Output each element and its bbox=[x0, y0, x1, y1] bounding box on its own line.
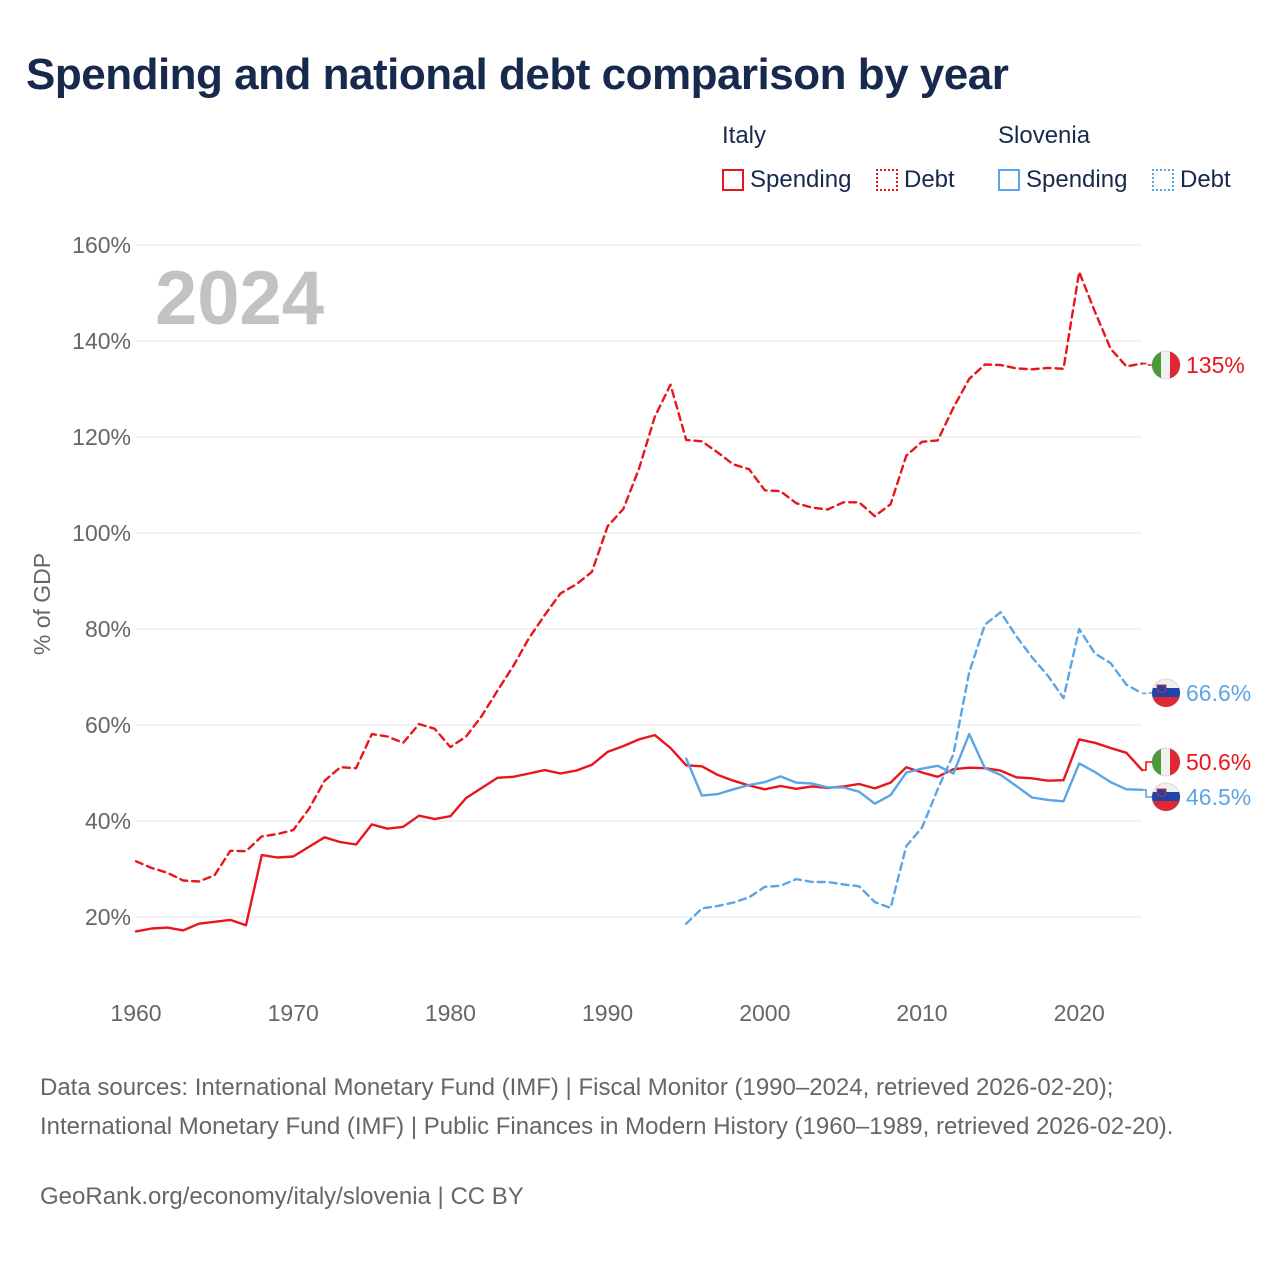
slovenia-flag-icon bbox=[1152, 679, 1180, 707]
legend-slovenia-debt[interactable]: Debt bbox=[1152, 166, 1231, 194]
dotted-swatch-icon bbox=[1152, 169, 1174, 191]
solid-swatch-icon bbox=[722, 169, 744, 191]
coat-of-arms bbox=[1156, 684, 1167, 693]
dotted-swatch-icon bbox=[876, 169, 898, 191]
year-watermark: 2024 bbox=[155, 256, 324, 341]
legend-slovenia-spending-label: Spending bbox=[1026, 166, 1128, 193]
flag-stripe bbox=[1152, 783, 1180, 793]
y-tick-label: 120% bbox=[72, 424, 131, 450]
legend-italy-spending-label: Spending bbox=[750, 166, 852, 193]
legend-slovenia-spending[interactable]: Spending bbox=[998, 166, 1127, 194]
legend-italy-debt[interactable]: Debt bbox=[876, 166, 955, 194]
y-tick-label: 20% bbox=[85, 904, 131, 930]
flag-stripe bbox=[1152, 679, 1180, 689]
slovenia-spending-end-label: 46.5% bbox=[1186, 784, 1251, 810]
legend-slovenia-heading: Slovenia bbox=[998, 122, 1091, 149]
credit-link[interactable]: GeoRank.org/economy/italy/slovenia | CC … bbox=[40, 1183, 524, 1210]
data-sources: Data sources: International Monetary Fun… bbox=[40, 1074, 1174, 1140]
legend-slovenia-debt-label: Debt bbox=[1180, 166, 1231, 193]
flag-stripe bbox=[1170, 351, 1180, 379]
italy-flag-icon bbox=[1152, 748, 1180, 776]
flag-stripe bbox=[1152, 748, 1162, 776]
italy-flag-icon bbox=[1152, 351, 1180, 379]
italy-spending-end-label: 50.6% bbox=[1186, 749, 1251, 775]
coat-of-arms bbox=[1156, 788, 1167, 797]
slovenia-spending-line bbox=[685, 732, 1144, 805]
slovenia-flag-icon bbox=[1152, 783, 1180, 811]
slovenia-debt-line bbox=[685, 611, 1144, 925]
x-tick-label: 1960 bbox=[110, 1000, 161, 1026]
flag-outline bbox=[1151, 350, 1181, 380]
flag-stripe bbox=[1152, 792, 1180, 802]
y-tick-label: 100% bbox=[72, 520, 131, 546]
legend-italy-heading: Italy bbox=[722, 122, 767, 149]
flag-stripe bbox=[1161, 748, 1171, 776]
flag-outline bbox=[1151, 747, 1181, 777]
end-leader-line bbox=[1142, 788, 1152, 798]
flag-stripe bbox=[1152, 697, 1180, 707]
italy-spending-line bbox=[134, 733, 1144, 933]
line-chart: 20% 40% 60% 80% 100% 120% 140% 160% 1960 1970 1980… bbox=[29, 232, 1251, 1026]
italy-debt-end-label: 135% bbox=[1186, 352, 1245, 378]
slovenia-debt-end-label: 66.6% bbox=[1186, 680, 1251, 706]
italy-debt-line bbox=[134, 270, 1144, 883]
y-tick-label: 160% bbox=[72, 232, 131, 258]
legend-italy-spending[interactable]: Spending bbox=[722, 166, 851, 194]
flag-stripe bbox=[1161, 351, 1171, 379]
y-tick-label: 80% bbox=[85, 616, 131, 642]
x-tick-label: 2010 bbox=[896, 1000, 947, 1026]
x-tick-label: 1990 bbox=[582, 1000, 633, 1026]
end-leader-line bbox=[1142, 761, 1152, 771]
y-tick-label: 60% bbox=[85, 712, 131, 738]
chart-title: Spending and national debt comparison by… bbox=[26, 50, 1009, 99]
x-tick-label: 2020 bbox=[1054, 1000, 1105, 1026]
x-tick-label: 1980 bbox=[425, 1000, 476, 1026]
x-tick-label: 1970 bbox=[268, 1000, 319, 1026]
flag-stripe bbox=[1152, 351, 1162, 379]
flag-stripe bbox=[1152, 801, 1180, 811]
x-tick-label: 2000 bbox=[739, 1000, 790, 1026]
y-axis-label: % of GDP bbox=[29, 553, 55, 655]
flag-outline bbox=[1151, 782, 1181, 812]
solid-swatch-icon bbox=[998, 169, 1020, 191]
flag-outline bbox=[1151, 678, 1181, 708]
legend-italy-debt-label: Debt bbox=[904, 166, 955, 193]
end-leader-line bbox=[1142, 362, 1152, 366]
flag-stripe bbox=[1170, 748, 1180, 776]
flag-stripe bbox=[1152, 688, 1180, 698]
y-tick-label: 140% bbox=[72, 328, 131, 354]
y-tick-label: 40% bbox=[85, 808, 131, 834]
